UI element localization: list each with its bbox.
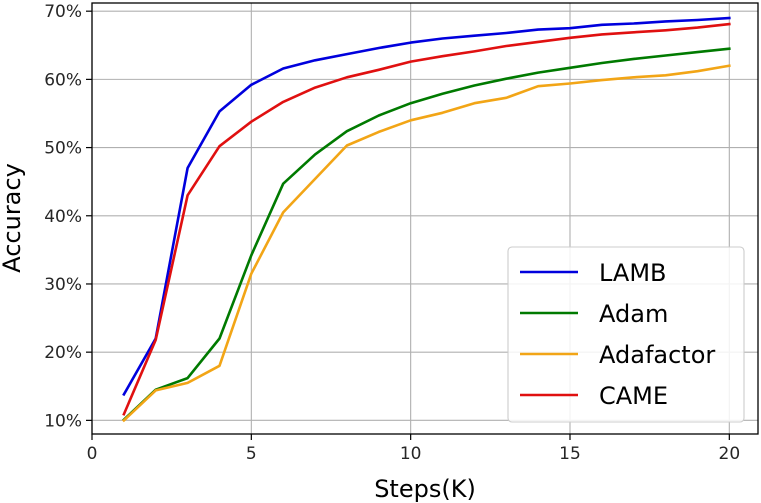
series-line-came: [122, 22, 731, 416]
x-tick-label: 10: [400, 444, 422, 464]
series-line-adafactor: [122, 64, 731, 423]
y-axis-ticks: 10% 20% 30% 40% 50% 60% 70%: [44, 2, 92, 431]
x-tick-label: 5: [246, 444, 257, 464]
y-tick-label: 40%: [44, 207, 82, 227]
grid: [91, 3, 758, 434]
series-lines: [122, 16, 731, 423]
series-line-lamb: [122, 16, 731, 397]
legend-label-came: CAME: [599, 382, 668, 410]
plot-frame: [91, 2, 759, 435]
y-axis-label: Accuracy: [0, 163, 26, 273]
y-tick-label: 30%: [44, 275, 82, 295]
y-tick-label: 50%: [44, 139, 82, 159]
legend-label-adam: Adam: [599, 300, 668, 328]
y-tick-label: 10%: [44, 411, 82, 431]
legend: LAMB Adam Adafactor CAME: [507, 246, 745, 423]
y-tick-label: 20%: [44, 343, 82, 363]
x-tick-label: 0: [87, 444, 98, 464]
x-axis-label: Steps(K): [374, 475, 476, 503]
legend-label-lamb: LAMB: [599, 259, 667, 287]
y-tick-label: 60%: [44, 70, 82, 90]
legend-label-adafactor: Adafactor: [599, 341, 715, 369]
x-axis-ticks: 0 5 10 15 20: [87, 434, 741, 464]
y-tick-label: 70%: [44, 2, 82, 22]
x-tick-label: 20: [719, 444, 741, 464]
x-tick-label: 15: [559, 444, 581, 464]
series-line-adam: [122, 47, 731, 422]
legend-box: [507, 246, 745, 423]
